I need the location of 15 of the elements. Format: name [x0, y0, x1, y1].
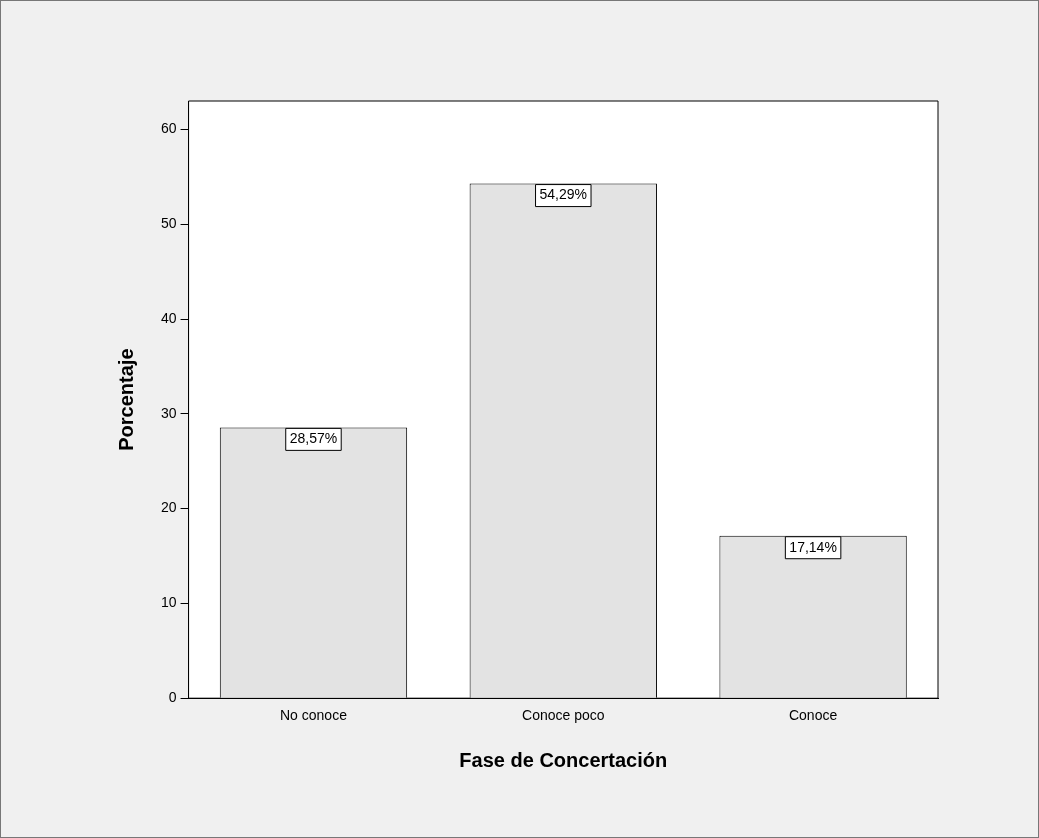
- y-tick-label: 20: [160, 499, 177, 516]
- y-tick-label: 60: [160, 120, 177, 137]
- x-tick-label: No conoce: [280, 707, 348, 724]
- x-tick-label: Conoce poco: [522, 707, 605, 724]
- x-tick-label: Conoce: [788, 707, 838, 724]
- y-axis-title: Porcentaje: [114, 348, 137, 451]
- data-label: 28,57%: [289, 430, 338, 447]
- y-tick-label: 30: [160, 404, 177, 421]
- y-tick-label: 40: [160, 309, 177, 326]
- y-tick-label: 10: [160, 594, 177, 611]
- y-tick-label: 50: [160, 215, 177, 232]
- x-axis-title: Fase de Concertación: [459, 748, 668, 771]
- y-tick-label: 0: [168, 689, 177, 706]
- data-label: 54,29%: [539, 186, 588, 203]
- data-label: 17,14%: [789, 538, 837, 555]
